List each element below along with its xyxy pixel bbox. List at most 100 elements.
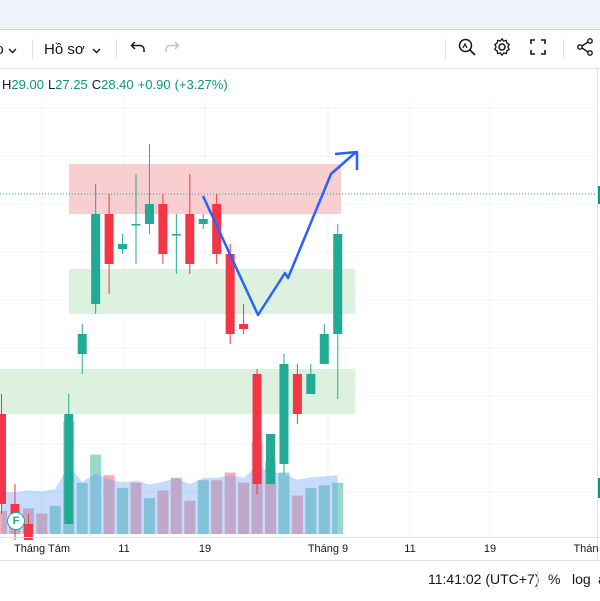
auto-scale-toggle[interactable]: a bbox=[598, 561, 600, 597]
volume-average-area bbox=[1, 465, 338, 534]
status-bar: 11:41:02 (UTC+7) % log a bbox=[0, 560, 600, 601]
volume-bar bbox=[157, 490, 169, 534]
profile-menu-button[interactable]: Hồ sơ bbox=[44, 30, 108, 68]
candle-body bbox=[171, 234, 181, 236]
volume-bar bbox=[305, 487, 317, 534]
share-button[interactable] bbox=[572, 30, 598, 68]
candle-body bbox=[185, 214, 195, 264]
change-percent: (+3.27%) bbox=[174, 77, 228, 92]
candle-body bbox=[91, 214, 101, 304]
search-zoom-icon bbox=[457, 37, 477, 61]
toolbar-divider bbox=[563, 39, 564, 59]
last-price-tag bbox=[598, 186, 600, 204]
volume-bar bbox=[211, 480, 223, 534]
resistance-zone bbox=[69, 164, 341, 214]
candle-body bbox=[118, 244, 128, 249]
candle-body bbox=[319, 334, 329, 364]
price-zones bbox=[0, 164, 597, 414]
toolbar-divider bbox=[116, 39, 117, 59]
volume-tag bbox=[598, 478, 600, 498]
volume-bar bbox=[76, 482, 88, 534]
volume-bar bbox=[117, 487, 129, 534]
status-divider bbox=[537, 571, 538, 589]
volume-bar bbox=[90, 454, 102, 534]
candle-body bbox=[144, 204, 154, 224]
volume-bar bbox=[332, 482, 344, 534]
high-key: H bbox=[2, 77, 12, 92]
volume-bar bbox=[143, 498, 155, 534]
high-value: 29.00 bbox=[11, 77, 44, 92]
close-value: 28.40 bbox=[101, 77, 134, 92]
clock-time: 11:41:02 (UTC+7) bbox=[428, 571, 540, 587]
candle-body bbox=[104, 214, 114, 264]
candle-body bbox=[198, 219, 208, 224]
candle-body bbox=[158, 204, 168, 254]
chevron-down-icon bbox=[92, 41, 101, 58]
chevron-down-icon bbox=[8, 41, 17, 58]
interval-label-partial: o bbox=[0, 41, 4, 58]
drawing-overlay bbox=[201, 150, 359, 317]
price-scale-border bbox=[597, 68, 598, 560]
share-icon bbox=[575, 37, 595, 61]
trend-arrow-head bbox=[334, 150, 359, 170]
candle-body bbox=[279, 364, 289, 464]
candle-body bbox=[131, 224, 141, 226]
volume-bar bbox=[265, 462, 276, 534]
toolbar-divider bbox=[445, 39, 446, 59]
low-key: L bbox=[47, 77, 56, 92]
candle-body bbox=[0, 414, 6, 504]
low-value: 27.25 bbox=[55, 77, 88, 92]
time-axis[interactable]: Tháng Tám 11 19 Tháng 9 11 19 Thán bbox=[0, 537, 600, 560]
volume-bar bbox=[291, 495, 303, 534]
volume-bar bbox=[49, 505, 61, 534]
log-scale-toggle[interactable]: log bbox=[572, 571, 591, 587]
candlesticks bbox=[0, 144, 343, 540]
undo-button[interactable] bbox=[126, 30, 150, 68]
volume-bars bbox=[0, 421, 344, 534]
volume-bar bbox=[103, 475, 115, 534]
chart-toolbar: o Hồ sơ bbox=[0, 30, 600, 69]
x-tick-label: Tháng 9 bbox=[307, 543, 349, 555]
x-tick-label: 19 bbox=[483, 543, 497, 555]
volume-bar bbox=[170, 477, 182, 534]
interval-menu-partial[interactable]: o bbox=[0, 30, 17, 68]
volume-bar bbox=[184, 500, 196, 534]
window-top-strip bbox=[0, 0, 600, 30]
gear-icon bbox=[492, 37, 512, 61]
x-tick-label: 11 bbox=[404, 543, 416, 555]
volume-bar bbox=[318, 485, 330, 534]
x-tick-label: 11 bbox=[118, 543, 130, 555]
undo-icon bbox=[130, 40, 146, 58]
volume-bar bbox=[197, 480, 209, 534]
financials-f-icon[interactable]: F bbox=[7, 512, 25, 530]
fullscreen-button[interactable] bbox=[525, 30, 551, 68]
window-top-divider bbox=[0, 29, 600, 30]
redo-icon bbox=[164, 40, 180, 58]
candle-body bbox=[23, 524, 33, 540]
support-zone bbox=[69, 269, 355, 314]
volume-bar bbox=[0, 510, 7, 534]
candle-body bbox=[225, 254, 235, 334]
x-tick-label: 19 bbox=[198, 543, 212, 555]
candle-body bbox=[252, 374, 262, 484]
candle-body bbox=[212, 204, 222, 254]
ohlc-legend: H29.00 L27.25 C28.40 +0.90 (+3.27%) bbox=[2, 77, 228, 92]
settings-button[interactable] bbox=[489, 30, 515, 68]
close-key: C bbox=[91, 77, 102, 92]
volume-bar bbox=[36, 513, 48, 534]
change-value: +0.90 bbox=[137, 77, 171, 92]
percent-scale-toggle[interactable]: % bbox=[548, 571, 561, 587]
candle-body bbox=[333, 234, 343, 334]
volume-bar bbox=[224, 472, 236, 534]
trend-arrow-path bbox=[201, 151, 357, 317]
price-chart[interactable] bbox=[0, 100, 600, 540]
candle-body bbox=[266, 434, 275, 484]
quick-search-button[interactable] bbox=[454, 30, 480, 68]
candle-body bbox=[239, 324, 249, 329]
volume-bar bbox=[278, 472, 290, 534]
candle-body bbox=[64, 414, 74, 524]
fullscreen-icon bbox=[529, 38, 547, 60]
x-tick-label: Thán bbox=[573, 543, 599, 555]
volume-bar bbox=[238, 482, 250, 534]
redo-button[interactable] bbox=[160, 30, 184, 68]
